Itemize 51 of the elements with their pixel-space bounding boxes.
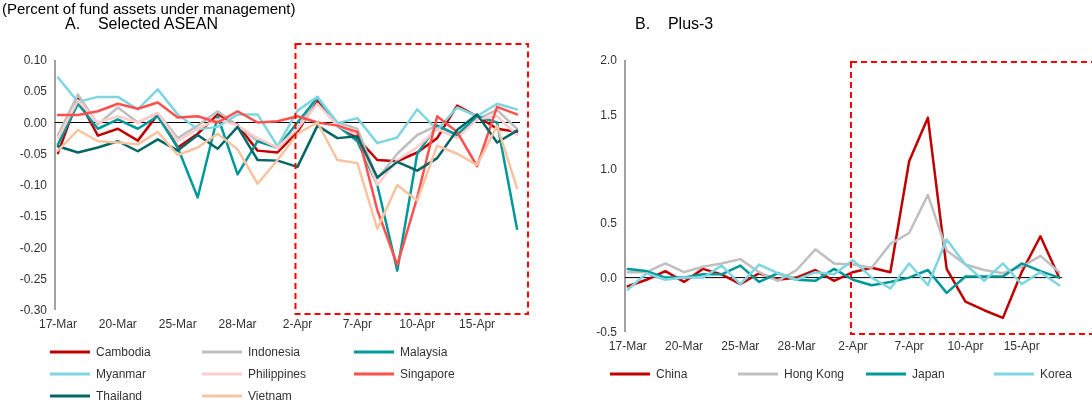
chart-title: B. Plus-3 [635, 15, 714, 32]
x-tick-label: 17-Mar [38, 317, 77, 331]
x-tick-label: 15-Apr [459, 317, 496, 331]
legend-label: Singapore [400, 367, 456, 382]
y-tick-label: -0.5 [596, 325, 618, 340]
legend-label: Myanmar [96, 367, 147, 382]
legend-label: Philippines [248, 367, 307, 382]
x-tick-label: 20-Mar [665, 339, 704, 353]
y-tick-label: 0.05 [23, 84, 48, 99]
y-tick-label: -0.05 [19, 146, 48, 161]
legend-label: Indonesia [248, 345, 301, 360]
x-tick-label: 2-Apr [282, 317, 313, 331]
y-tick-label: -0.10 [19, 178, 48, 193]
y-tick-label: -0.15 [19, 209, 48, 224]
legend-label: China [656, 367, 688, 382]
x-tick-label: 28-Mar [777, 339, 816, 353]
y-tick-label: 1.0 [600, 162, 618, 176]
x-tick-label: 17-Mar [608, 339, 647, 353]
x-tick-label: 25-Mar [721, 339, 760, 353]
y-tick-label: 2.0 [600, 53, 618, 68]
x-tick-label: 15-Apr [1003, 339, 1040, 353]
legend-label: Malaysia [400, 345, 448, 360]
x-tick-label: 10-Apr [947, 339, 984, 353]
x-tick-label: 20-Mar [98, 317, 137, 331]
x-tick-label: 2-Apr [838, 339, 868, 353]
chart-title: A. Selected ASEAN [65, 15, 218, 32]
legend-label: Japan [912, 367, 945, 382]
line-series [626, 238, 1061, 291]
line-series [626, 193, 1061, 283]
legend-label: Hong Kong [784, 367, 845, 382]
y-tick-label: -0.30 [19, 303, 48, 318]
y-tick-label: 0.10 [23, 53, 48, 68]
x-tick-label: 10-Apr [399, 317, 436, 331]
y-tick-label: 0.00 [23, 115, 48, 130]
x-tick-label: 7-Apr [894, 339, 924, 353]
x-tick-label: 7-Apr [342, 317, 373, 331]
y-tick-label: 1.5 [600, 107, 618, 122]
legend-label: Cambodia [96, 345, 152, 360]
legend-label: Thailand [96, 389, 143, 404]
text: (Percent of fund assets under management) [2, 0, 296, 17]
x-tick-label: 28-Mar [218, 317, 257, 331]
legend-label: Vietnam [248, 389, 292, 404]
y-tick-label: 0.0 [600, 270, 618, 285]
line-series [56, 76, 519, 148]
x-tick-label: 25-Mar [158, 317, 197, 331]
legend-label: Korea [1040, 367, 1073, 382]
y-tick-label: 0.5 [600, 216, 618, 231]
line-series [56, 121, 519, 230]
y-tick-label: -0.25 [19, 271, 48, 286]
y-tick-label: -0.20 [19, 240, 48, 255]
line-series [56, 113, 519, 179]
